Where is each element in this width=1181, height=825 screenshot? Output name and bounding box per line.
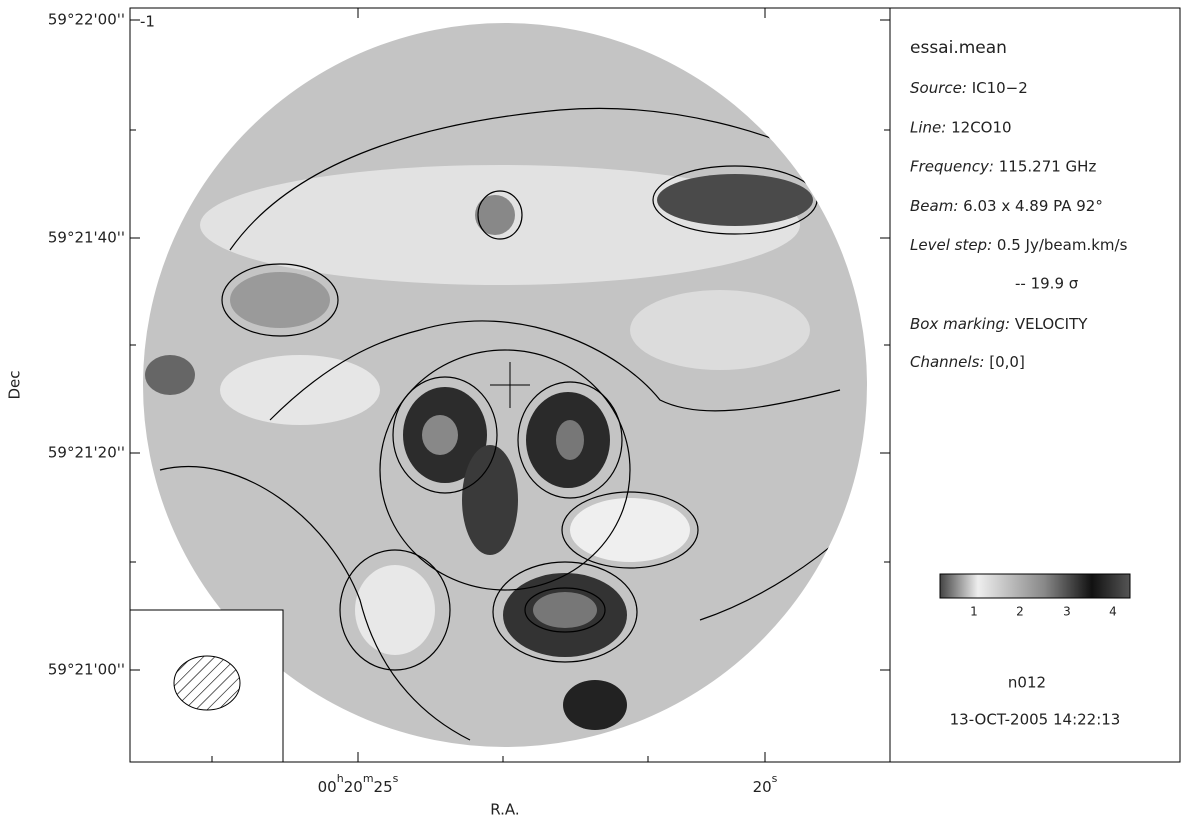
field-value: 0.5 Jy/beam.km/s (997, 236, 1128, 254)
info-field: Channels: [0,0] (910, 353, 1025, 371)
field-value: 115.271 GHz (999, 157, 1097, 175)
ra-label: 20s (753, 772, 778, 796)
y-axis-label: Dec (6, 370, 24, 399)
field-key: Frequency: (910, 157, 994, 175)
ra-label: 00h20m25s (318, 772, 399, 796)
ra-part: 20 (344, 778, 363, 796)
session-id: n012 (1008, 674, 1046, 692)
ra-part: 20 (753, 778, 772, 796)
ra-part: s (393, 772, 399, 785)
info-panel (889, 7, 1181, 763)
center-cross (490, 362, 530, 408)
x-axis-label: R.A. (490, 801, 519, 819)
info-field: Frequency: 115.271 GHz (910, 157, 1096, 175)
info-field: Source: IC10−2 (910, 79, 1028, 97)
sigma: -- 19.9 σ (1015, 275, 1079, 293)
file-name: essai.mean (910, 38, 1007, 58)
ra-part: 00 (318, 778, 337, 796)
dec-label: 59°22'00'' (48, 11, 125, 29)
ticks (130, 8, 890, 762)
field-value: 12CO10 (951, 118, 1011, 136)
field-value: 6.03 x 4.89 PA 92° (963, 196, 1103, 214)
colorbar-tick: 2 (1016, 605, 1024, 619)
info-field: Level step: 0.5 Jy/beam.km/s (910, 236, 1128, 254)
field-value: VELOCITY (1015, 315, 1088, 333)
field-key: Line: (910, 118, 946, 136)
field-key: Box marking: (910, 315, 1010, 333)
dec-label: 59°21'00'' (48, 661, 125, 679)
contours (159, 107, 861, 741)
colorbar-tick: 1 (970, 605, 978, 619)
info-field: Beam: 6.03 x 4.89 PA 92° (910, 196, 1103, 214)
timestamp: 13-OCT-2005 14:22:13 (950, 711, 1121, 729)
colorbar-tick: 3 (1063, 605, 1071, 619)
colorbar-tick: 4 (1109, 605, 1117, 619)
field-key: Beam: (910, 196, 958, 214)
field-value: [0,0] (989, 353, 1025, 371)
ra-part: m (363, 772, 374, 785)
field-key: Level step: (910, 236, 992, 254)
dec-label: 59°21'20'' (48, 444, 125, 462)
info-field: Box marking: VELOCITY (910, 315, 1088, 333)
field-key: Source: (910, 79, 967, 97)
info-field: Line: 12CO10 (910, 118, 1012, 136)
ra-part: 25 (374, 778, 393, 796)
colorbar (939, 573, 1131, 599)
ra-part: s (772, 772, 778, 785)
corner-mark: -1 (140, 13, 155, 31)
beam (173, 655, 241, 711)
ra-part: h (337, 772, 344, 785)
field-value: IC10−2 (972, 79, 1028, 97)
dec-label: 59°21'40'' (48, 229, 125, 247)
field-key: Channels: (910, 353, 984, 371)
